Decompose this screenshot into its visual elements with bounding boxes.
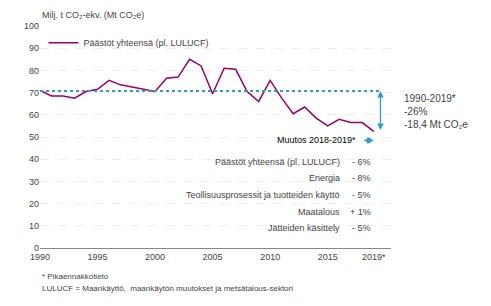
svg-text:- 5%: - 5% bbox=[352, 223, 371, 233]
svg-text:90: 90 bbox=[29, 43, 39, 53]
svg-text:Milj. t CO₂-ekv. (Mt CO₂e): Milj. t CO₂-ekv. (Mt CO₂e) bbox=[42, 10, 144, 20]
svg-text:80: 80 bbox=[29, 66, 39, 76]
svg-text:2005: 2005 bbox=[203, 252, 223, 262]
svg-text:- 5%: - 5% bbox=[352, 190, 371, 200]
svg-text:1995: 1995 bbox=[88, 252, 108, 262]
svg-text:+ 1%: + 1% bbox=[350, 207, 371, 217]
svg-text:Muutos 2018-2019*: Muutos 2018-2019* bbox=[277, 135, 356, 145]
svg-text:- 6%: - 6% bbox=[352, 157, 371, 167]
svg-text:40: 40 bbox=[29, 154, 39, 164]
svg-text:2000: 2000 bbox=[145, 252, 165, 262]
svg-text:0: 0 bbox=[34, 243, 39, 253]
svg-text:30: 30 bbox=[29, 177, 39, 187]
svg-text:2015: 2015 bbox=[318, 252, 338, 262]
svg-text:70: 70 bbox=[29, 88, 39, 98]
svg-text:LULUCF = Maankäyttö, maankäyt: LULUCF = Maankäyttö, maankäytön muutokse… bbox=[42, 284, 293, 293]
svg-text:Jätteiden käsittely: Jätteiden käsittely bbox=[268, 223, 340, 233]
svg-text:50: 50 bbox=[29, 132, 39, 142]
svg-text:1990: 1990 bbox=[30, 252, 50, 262]
svg-text:2010: 2010 bbox=[260, 252, 280, 262]
svg-text:- 8%: - 8% bbox=[352, 173, 371, 183]
svg-text:60: 60 bbox=[29, 110, 39, 120]
svg-text:Energia: Energia bbox=[309, 173, 340, 183]
svg-text:100: 100 bbox=[24, 21, 39, 31]
svg-text:Maatalous: Maatalous bbox=[298, 207, 340, 217]
svg-text:Päästöt yhteensä (pl. LULUCF): Päästöt yhteensä (pl. LULUCF) bbox=[215, 157, 340, 167]
svg-text:Päästöt yhteensä (pl. LULUCF): Päästöt yhteensä (pl. LULUCF) bbox=[84, 38, 209, 48]
svg-text:1990-2019*-26%-18,4 Mt CO₂e: 1990-2019*-26%-18,4 Mt CO₂e bbox=[404, 93, 468, 130]
svg-text:2019*: 2019* bbox=[362, 252, 386, 262]
svg-text:20: 20 bbox=[29, 199, 39, 209]
svg-text:* Pikaennakkotieto: * Pikaennakkotieto bbox=[42, 272, 109, 281]
svg-text:Teollisuusprosessit ja tuottei: Teollisuusprosessit ja tuotteiden käyttö bbox=[186, 190, 340, 200]
svg-text:10: 10 bbox=[29, 221, 39, 231]
